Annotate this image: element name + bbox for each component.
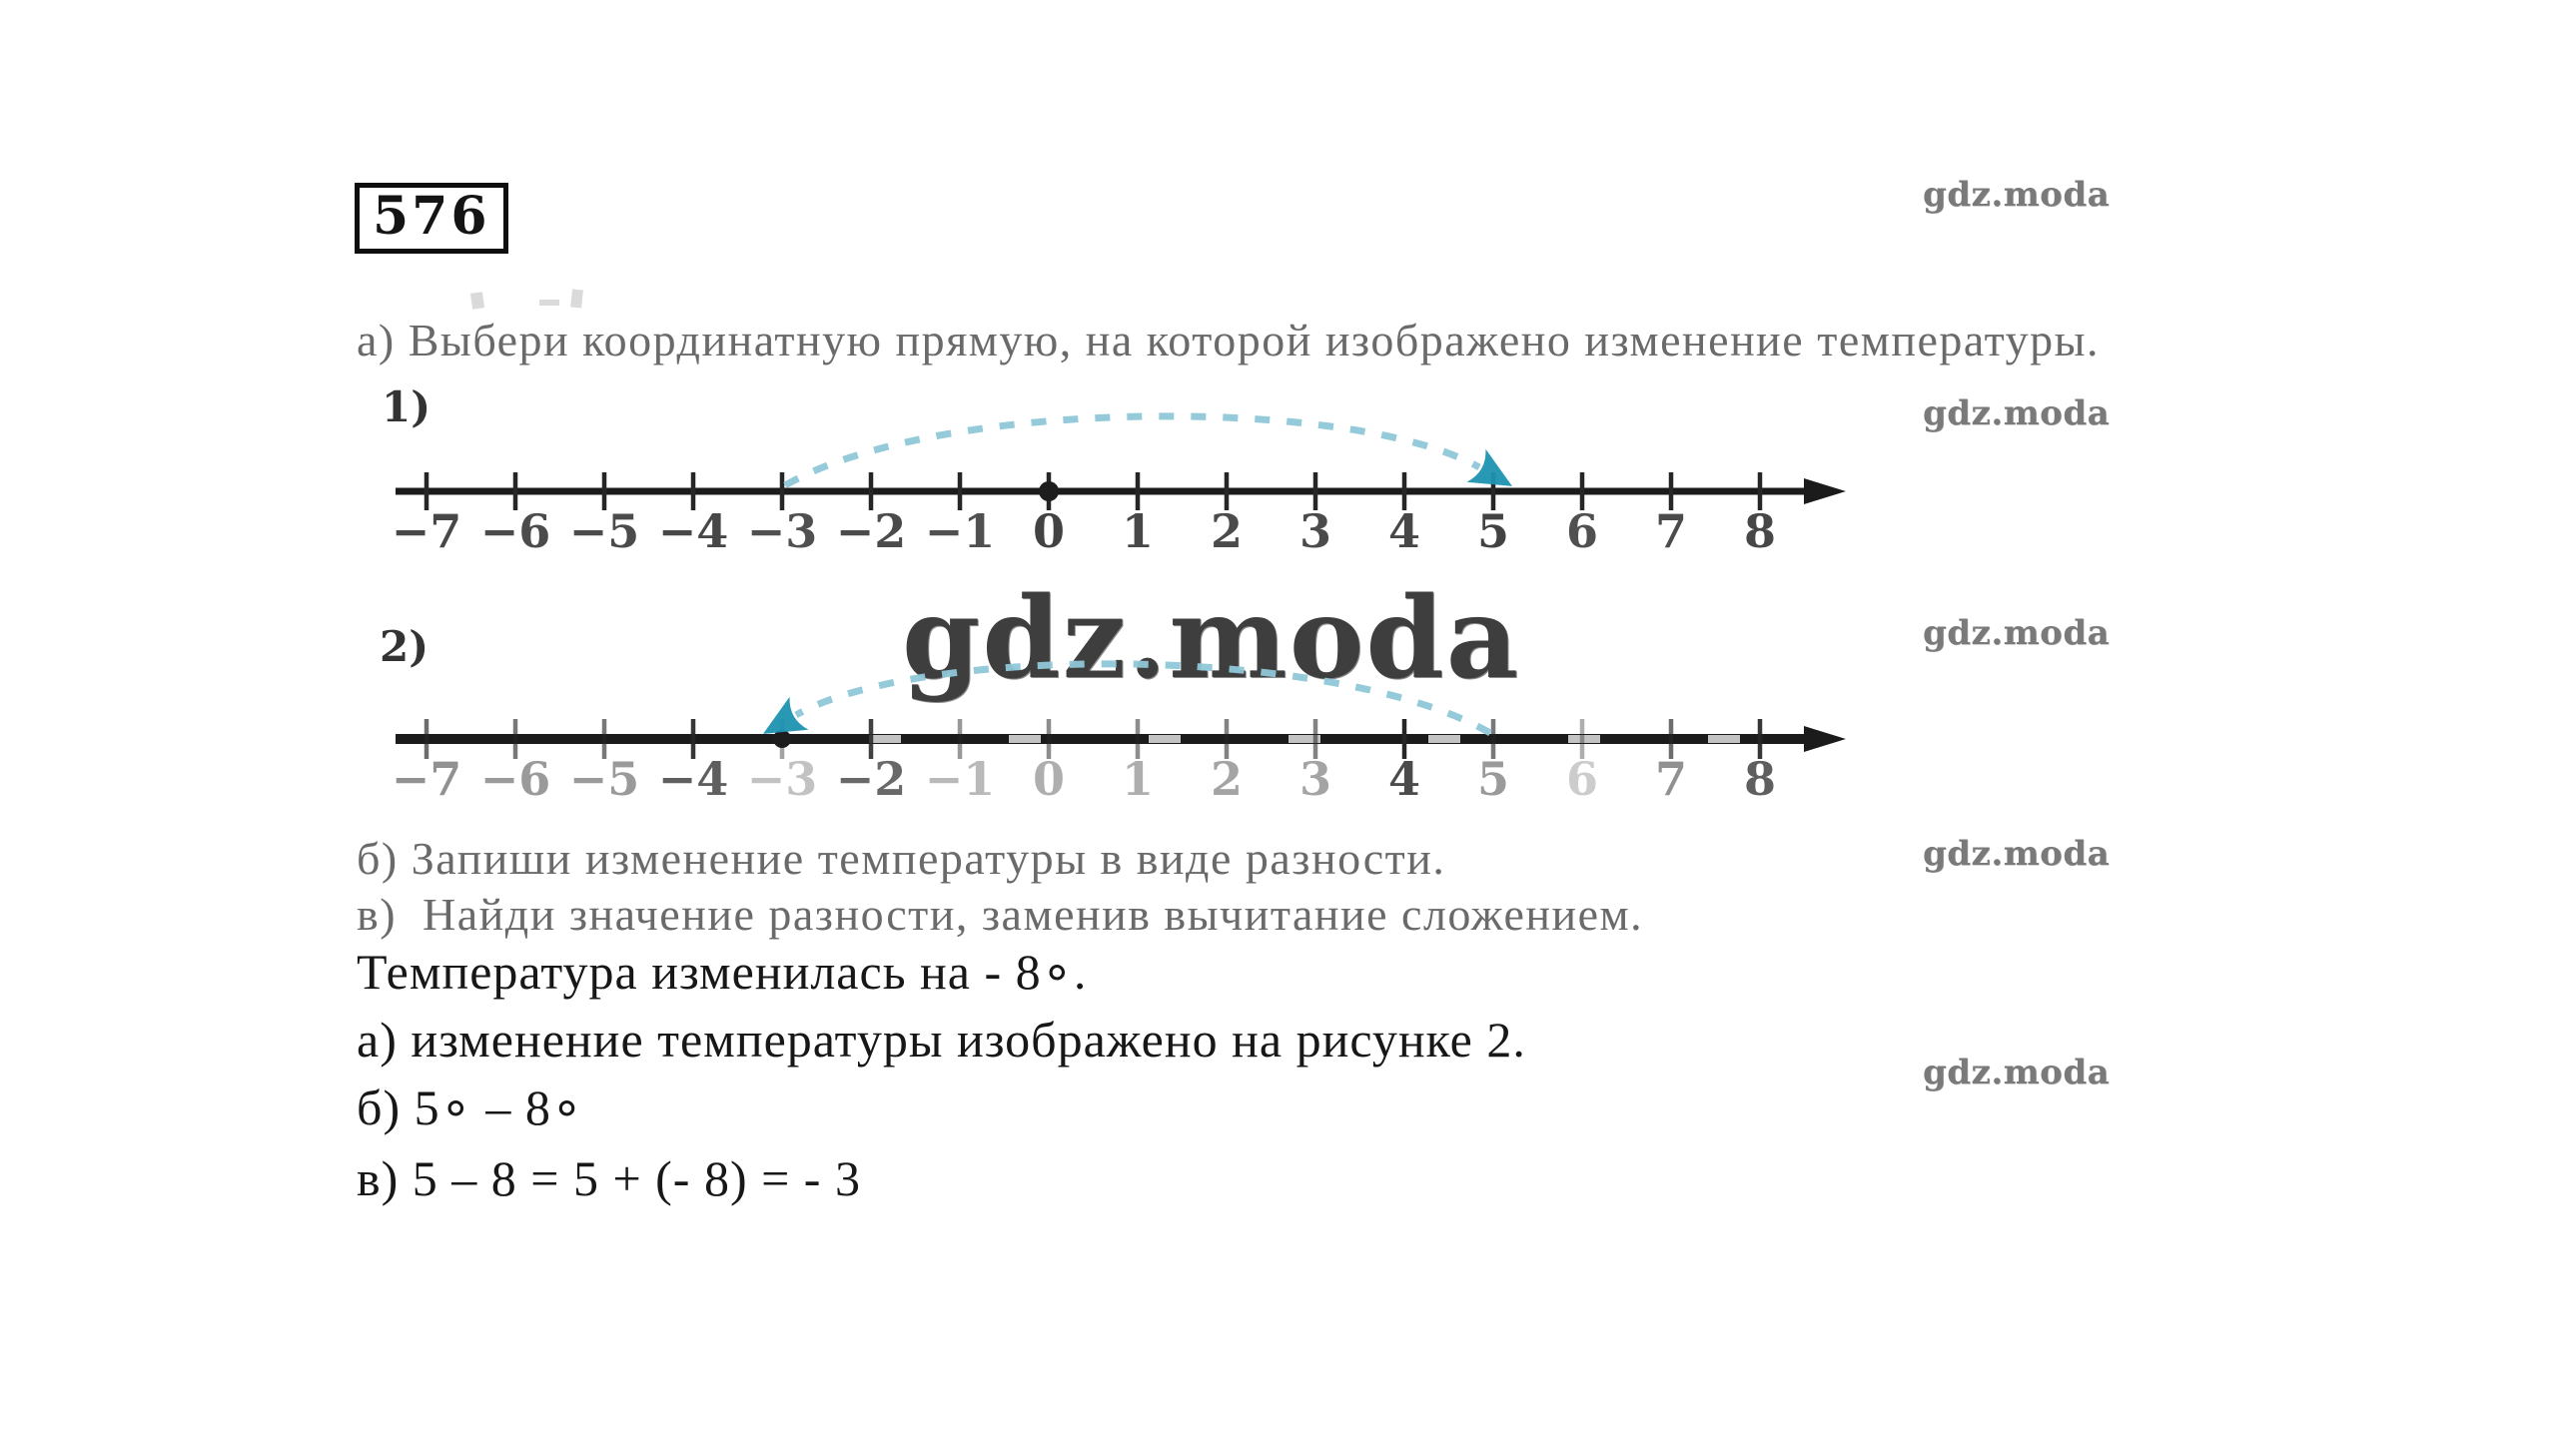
solution-line-b: б) 5∘ – 8∘ xyxy=(357,1079,584,1135)
scan-artifact xyxy=(570,289,583,309)
tick-label: 3 xyxy=(1299,752,1331,806)
change-arc-arrow xyxy=(783,412,1513,489)
tick-label: 0 xyxy=(1033,504,1065,558)
point-marker xyxy=(773,730,791,748)
tick-label: 4 xyxy=(1388,752,1420,806)
watermark-small-4: gdz.moda xyxy=(1923,834,2111,874)
tick-label: −2 xyxy=(836,504,907,558)
task-line-a: а) Выбери координатную прямую, на которо… xyxy=(357,315,2101,365)
tick-label: −5 xyxy=(569,752,640,806)
tick-label: 1 xyxy=(1122,752,1154,806)
watermark-small-3: gdz.moda xyxy=(1923,613,2111,653)
tick-label: 8 xyxy=(1744,504,1776,558)
watermark-big: gdz.moda xyxy=(902,573,1521,704)
problem-number: 576 xyxy=(373,186,490,247)
tick-label: 3 xyxy=(1299,504,1331,558)
tick-label: 0 xyxy=(1033,752,1065,806)
tick-label: −2 xyxy=(836,752,907,806)
tick-label: 7 xyxy=(1655,752,1687,806)
tick-label: 5 xyxy=(1477,504,1509,558)
watermark-small-1: gdz.moda xyxy=(1923,175,2111,215)
tick-label: 7 xyxy=(1655,504,1687,558)
scan-artifact xyxy=(469,292,485,310)
tick-label: −5 xyxy=(569,504,640,558)
tick-label: 6 xyxy=(1566,504,1598,558)
problem-number-box: 576 xyxy=(355,183,508,255)
figure-label-2: 2) xyxy=(380,622,429,671)
watermark-small-2: gdz.moda xyxy=(1923,393,2111,433)
tick-label: 6 xyxy=(1566,752,1598,806)
tick-label: −6 xyxy=(480,752,551,806)
number-line-1: −7 −6 −5 −4 −3 −2 −1 0 1 2 3 4 5 6 7 8 xyxy=(392,412,1846,558)
tick-label: 2 xyxy=(1211,504,1243,558)
solution-line-intro: Температура изменилась на - 8∘. xyxy=(357,944,1088,1000)
tick-label: −6 xyxy=(480,504,551,558)
tick-label: −4 xyxy=(658,752,729,806)
tick-label: −7 xyxy=(392,752,462,806)
solution-line-a: а) изменение температуры изображено на р… xyxy=(357,1012,1526,1068)
figure-label-1: 1) xyxy=(382,382,431,431)
watermark-small-5: gdz.moda xyxy=(1923,1053,2111,1092)
tick-label: −1 xyxy=(925,752,996,806)
tick-label: 5 xyxy=(1477,752,1509,806)
tick-label: −3 xyxy=(747,504,818,558)
tick-label: 2 xyxy=(1211,752,1243,806)
tick-label: 1 xyxy=(1122,504,1154,558)
tick-label: −1 xyxy=(925,504,996,558)
point-marker xyxy=(1039,481,1059,501)
scan-artifact xyxy=(539,300,559,306)
solution-line-v: в) 5 – 8 = 5 + (- 8) = - 3 xyxy=(357,1150,861,1206)
tick-label: 8 xyxy=(1744,752,1776,806)
tick-label: 4 xyxy=(1388,504,1420,558)
tick-label: −4 xyxy=(658,504,729,558)
task-line-b: б) Запиши изменение температуры в виде р… xyxy=(357,833,1446,884)
tick-label: −3 xyxy=(747,752,818,806)
tick-label: −7 xyxy=(392,504,462,558)
task-line-v: в) Найди значение разности, заменив вычи… xyxy=(357,889,1644,940)
